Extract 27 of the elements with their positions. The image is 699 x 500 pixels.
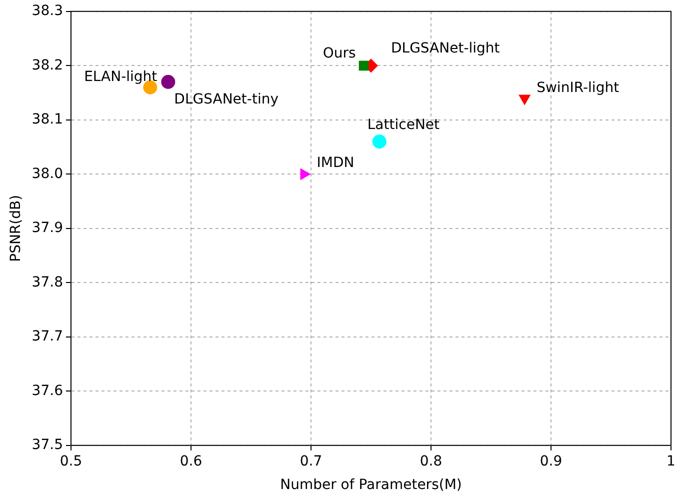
series-label: IMDN: [316, 154, 354, 171]
x-tick-label: 0.5: [60, 453, 82, 470]
y-axis-title: PSNR(dB): [8, 194, 24, 262]
x-tick-label: 0.9: [540, 453, 562, 470]
y-tick-label: 37.6: [32, 382, 64, 399]
series-label: LatticeNet: [367, 117, 440, 134]
y-tick-label: 37.9: [32, 220, 63, 236]
series-label: DLGSANet-tiny: [174, 92, 279, 108]
y-tick-label: 37.5: [32, 437, 63, 454]
y-tick-label: 38.2: [32, 57, 63, 74]
series-label: DLGSANet-light: [390, 40, 500, 56]
x-axis-title: Number of Parameters(M): [280, 477, 462, 494]
x-tick-label: 0.6: [180, 453, 202, 470]
y-tick-label: 38.3: [32, 3, 63, 20]
point: [372, 134, 386, 149]
y-tick-label: 38.1: [32, 112, 63, 128]
y-tick-label: 37.8: [32, 274, 63, 290]
x-tick-label: 0.7: [300, 453, 322, 470]
series-label: SwinIR-light: [536, 80, 620, 96]
series-label: Ours: [322, 45, 356, 62]
series-label: ELAN-light: [84, 68, 158, 85]
point: [358, 60, 369, 71]
y-tick-label: 37.7: [32, 328, 63, 345]
point: [161, 74, 176, 89]
x-tick-label: 1: [666, 453, 676, 470]
x-tick-label: 0.8: [420, 453, 442, 470]
y-tick-label: 38.0: [32, 166, 63, 182]
